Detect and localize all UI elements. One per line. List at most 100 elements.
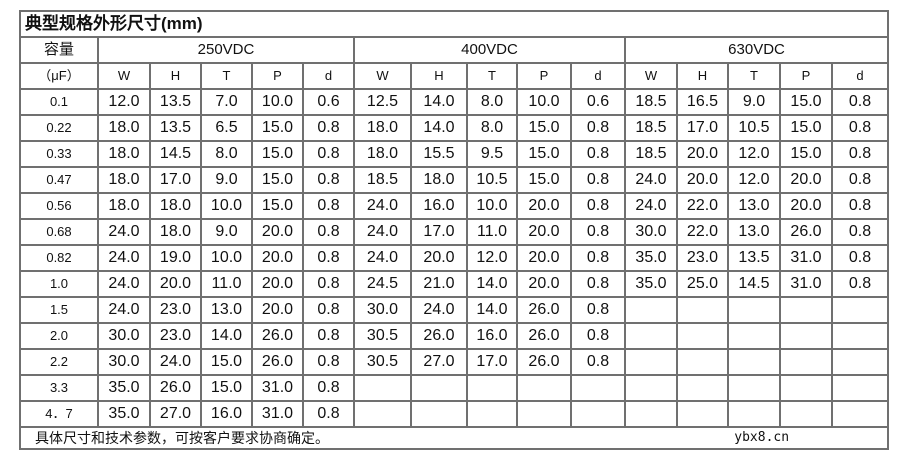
column-header-t: T [727, 62, 781, 90]
column-header-w: W [353, 62, 412, 90]
value-cell: 17.0 [466, 348, 518, 376]
value-cell: 0.8 [570, 296, 626, 324]
capacity-cell: 0.68 [19, 218, 99, 246]
column-header-w: W [624, 62, 678, 90]
value-cell: 0.8 [302, 192, 355, 220]
value-cell [353, 400, 412, 428]
value-cell: 27.0 [149, 400, 202, 428]
value-cell: 0.8 [830, 166, 890, 194]
capacity-cell: 3.3 [19, 374, 99, 402]
value-cell [727, 296, 781, 324]
value-cell: 30.5 [353, 322, 412, 350]
column-header-p: P [251, 62, 304, 90]
value-cell: 0.8 [570, 348, 626, 376]
value-cell [779, 348, 833, 376]
value-cell: 14.0 [410, 114, 468, 142]
value-cell: 26.0 [410, 322, 468, 350]
value-cell: 35.0 [624, 244, 678, 272]
value-cell: 18.0 [410, 166, 468, 194]
capacity-cell: 0.33 [19, 140, 99, 168]
value-cell: 18.5 [624, 88, 678, 116]
value-cell: 11.0 [200, 270, 253, 298]
value-cell: 6.5 [200, 114, 253, 142]
value-cell [830, 374, 890, 402]
value-cell: 0.8 [830, 270, 890, 298]
value-cell: 14.0 [466, 270, 518, 298]
column-header-w: W [97, 62, 151, 90]
value-cell: 26.0 [516, 296, 572, 324]
value-cell: 31.0 [251, 400, 304, 428]
value-cell: 0.8 [830, 218, 890, 246]
value-cell: 23.0 [149, 322, 202, 350]
value-cell: 20.0 [779, 192, 833, 220]
value-cell: 15.0 [251, 166, 304, 194]
table-row: 2.2 30.0 24.0 15.0 26.0 0.8 30.5 27.0 17.0 26.0 0.… [19, 348, 890, 376]
value-cell: 0.8 [570, 114, 626, 142]
value-cell: 7.0 [200, 88, 253, 116]
value-cell [624, 374, 678, 402]
value-cell: 0.6 [302, 88, 355, 116]
table-row: 1.5 24.0 23.0 13.0 20.0 0.8 30.0 24.0 14.0 26.0 0.… [19, 296, 890, 324]
table-row: 0.68 24.0 18.0 9.0 20.0 0.8 24.0 17.0 11.0 20.0 0.… [19, 218, 890, 246]
value-cell [516, 400, 572, 428]
value-cell: 14.0 [200, 322, 253, 350]
value-cell [727, 400, 781, 428]
value-cell: 13.0 [200, 296, 253, 324]
value-cell [516, 374, 572, 402]
value-cell: 0.8 [570, 166, 626, 194]
value-cell: 14.5 [149, 140, 202, 168]
value-cell [727, 322, 781, 350]
value-cell: 35.0 [97, 400, 151, 428]
value-cell: 20.0 [516, 244, 572, 272]
value-cell: 12.0 [97, 88, 151, 116]
value-cell [727, 374, 781, 402]
value-cell: 30.0 [97, 322, 151, 350]
value-cell: 24.0 [410, 296, 468, 324]
value-cell: 26.0 [149, 374, 202, 402]
value-cell: 0.8 [302, 270, 355, 298]
value-cell: 10.5 [466, 166, 518, 194]
footer-note: 具体尺寸和技术参数，可按客户要求协商确定。 [35, 430, 329, 446]
value-cell: 18.0 [149, 218, 202, 246]
value-cell: 13.5 [727, 244, 781, 272]
value-cell [466, 400, 518, 428]
value-cell: 20.0 [251, 270, 304, 298]
table-row: 0.22 18.0 13.5 6.5 15.0 0.8 18.0 14.0 8.0 15.0 0.8… [19, 114, 890, 142]
value-cell: 18.0 [353, 140, 412, 168]
value-cell: 26.0 [251, 348, 304, 376]
value-cell: 8.0 [200, 140, 253, 168]
value-cell: 0.8 [830, 140, 890, 168]
footer-cell: 具体尺寸和技术参数，可按客户要求协商确定。 ybx8.cn [18, 426, 890, 450]
column-header-t: T [466, 62, 518, 90]
value-cell: 10.0 [251, 88, 304, 116]
value-cell: 0.8 [302, 140, 355, 168]
value-cell: 20.0 [676, 140, 729, 168]
value-cell: 15.0 [251, 192, 304, 220]
value-cell: 16.0 [410, 192, 468, 220]
value-cell: 12.0 [727, 166, 781, 194]
value-cell: 24.0 [97, 218, 151, 246]
value-cell: 9.0 [200, 166, 253, 194]
value-cell [830, 296, 890, 324]
value-cell: 0.8 [302, 218, 355, 246]
title-row: 典型规格外形尺寸(mm) [18, 10, 890, 38]
value-cell: 20.0 [779, 166, 833, 194]
value-cell: 15.0 [251, 140, 304, 168]
capacity-cell: 0.47 [19, 166, 99, 194]
group-400vdc: 400VDC [353, 36, 626, 64]
value-cell: 10.0 [516, 88, 572, 116]
column-header-p: P [516, 62, 572, 90]
value-cell: 20.0 [516, 270, 572, 298]
value-cell: 0.8 [570, 218, 626, 246]
value-cell: 18.0 [97, 140, 151, 168]
value-cell: 16.0 [200, 400, 253, 428]
value-cell: 14.0 [410, 88, 468, 116]
value-cell: 24.0 [624, 192, 678, 220]
capacity-cell: 4．7 [19, 400, 99, 428]
column-header-d: d [830, 62, 890, 90]
value-cell: 18.0 [97, 114, 151, 142]
value-cell: 0.8 [302, 166, 355, 194]
value-cell: 20.0 [516, 218, 572, 246]
value-cell: 12.0 [727, 140, 781, 168]
value-cell: 0.8 [302, 114, 355, 142]
